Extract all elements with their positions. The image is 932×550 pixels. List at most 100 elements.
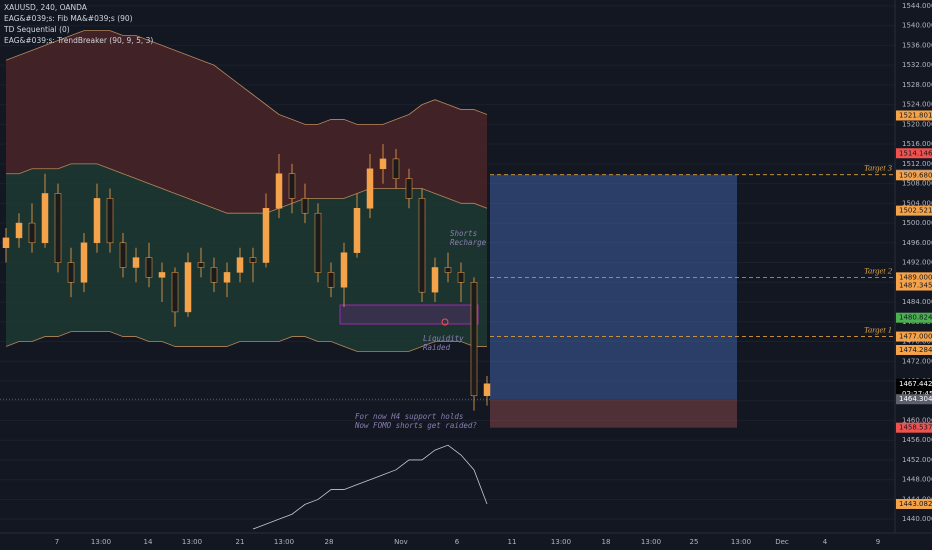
candle-body: [184, 262, 192, 313]
annotation: Liquidity: [423, 334, 464, 343]
y-tick-label: 1472.000: [902, 357, 932, 365]
candle-body: [288, 173, 296, 199]
y-tick-label: 1456.000: [902, 436, 932, 444]
liquidity-zone: [339, 304, 479, 325]
candle-body: [210, 267, 218, 283]
y-tick-label: 1540.000: [902, 22, 932, 30]
y-tick-label: 1512.000: [902, 160, 932, 168]
candle-body: [197, 262, 205, 268]
candle-body: [431, 267, 439, 293]
y-tick-label: 1520.000: [902, 120, 932, 128]
candle-body: [67, 262, 75, 283]
y-tick-label: 1484.000: [902, 298, 932, 306]
countdown-box: [896, 388, 932, 399]
indicator-label: EAG&#039;s: Fib MA&#039;s (90): [4, 14, 133, 23]
candle-body: [119, 242, 127, 268]
countdown: 02:27:45: [902, 390, 932, 398]
x-tick-label: 4: [823, 538, 828, 546]
y-tick-label: 1508.000: [902, 180, 932, 188]
position-tool: [0, 174, 737, 428]
x-tick-label: Nov: [394, 538, 408, 546]
x-tick-label: 11: [508, 538, 517, 546]
y-tick-label: 1544.000: [902, 2, 932, 10]
axes: 1440.0001444.0001448.0001452.0001456.000…: [55, 2, 932, 546]
candle-body: [171, 272, 179, 313]
price-label-box: [896, 312, 932, 323]
candle-body: [379, 158, 387, 170]
price-label-box: [896, 170, 932, 181]
candle-body: [80, 242, 88, 283]
y-tick-label: 1492.000: [902, 259, 932, 267]
candle-body: [405, 178, 413, 199]
candle-body: [444, 267, 452, 273]
x-tick-label: Dec: [775, 538, 789, 546]
annotation: Shorts: [450, 229, 477, 238]
x-tick-label: 13:00: [182, 538, 202, 546]
candle-body: [314, 212, 322, 273]
candle-body: [132, 257, 140, 268]
y-tick-label: 1528.000: [902, 81, 932, 89]
y-tick-label: 1452.000: [902, 456, 932, 464]
price-label: 1474.284: [899, 346, 932, 354]
band-line: [5, 30, 488, 125]
candle-body: [2, 237, 10, 248]
candle-body: [15, 222, 23, 239]
price-label-box: [896, 422, 932, 433]
price-label-box: [896, 344, 932, 355]
y-tick-label: 1516.000: [902, 140, 932, 148]
price-label: 1509.680: [899, 171, 932, 179]
price-label: 1502.521: [899, 207, 932, 215]
target-label: Target 1: [864, 325, 892, 335]
price-label-box: [896, 378, 932, 389]
symbol-title: XAUUSD, 240, OANDA: [4, 3, 88, 12]
candle-body: [249, 257, 257, 263]
price-label-box: [896, 110, 932, 121]
candle-body: [353, 208, 361, 253]
indicator-label: TD Sequential (0): [3, 25, 70, 34]
price-label: 1467.442: [899, 380, 932, 388]
y-tick-label: 1448.000: [902, 476, 932, 484]
y-tick-label: 1536.000: [902, 41, 932, 49]
price-label: 1514.146: [899, 149, 932, 157]
x-tick-label: 9: [876, 538, 880, 546]
price-label-box: [896, 205, 932, 216]
candle-body: [327, 272, 335, 288]
price-label: 1487.345: [899, 282, 932, 290]
candle-body: [158, 272, 166, 278]
annotation: For now H4 support holds: [355, 412, 463, 421]
price-label: 1458.537: [899, 424, 932, 432]
annotation: Now FOMO shorts get raided?: [354, 421, 477, 430]
price-label: 1477.000: [899, 333, 932, 341]
x-tick-label: 13:00: [551, 538, 571, 546]
candle-body: [236, 257, 244, 273]
price-label-box: [896, 280, 932, 291]
target-label: Target 2: [864, 265, 893, 275]
candle-body: [106, 198, 114, 244]
candle-body: [418, 198, 426, 293]
profit-zone: [490, 174, 737, 400]
loss-zone: [490, 399, 737, 428]
candle-body: [54, 193, 62, 263]
price-label: 1489.000: [899, 273, 932, 281]
x-tick-label: 13:00: [274, 538, 294, 546]
y-tick-label: 1524.000: [902, 101, 932, 109]
price-label: 1443.082: [899, 500, 932, 508]
x-tick-label: 6: [455, 538, 460, 546]
x-tick-label: 7: [55, 538, 59, 546]
indicator-label: EAG&#039;s: TrendBreaker (90, 9, 5, 3): [4, 36, 153, 45]
candle-body: [28, 222, 36, 244]
target-label: Target 3: [864, 163, 892, 173]
oscillator-line: [252, 444, 488, 530]
y-tick-label: 1500.000: [902, 219, 932, 227]
y-tick-label: 1532.000: [902, 61, 932, 69]
x-tick-label: 13:00: [641, 538, 661, 546]
marker: [441, 318, 449, 326]
price-label: 1480.824: [899, 314, 932, 322]
y-tick-label: 1504.000: [902, 199, 932, 207]
x-tick-label: 25: [690, 538, 699, 546]
y-tick-label: 1440.000: [902, 515, 932, 523]
y-tick-label: 1496.000: [902, 239, 932, 247]
annotation: Recharge: [450, 238, 487, 247]
x-tick-label: 14: [144, 538, 153, 546]
